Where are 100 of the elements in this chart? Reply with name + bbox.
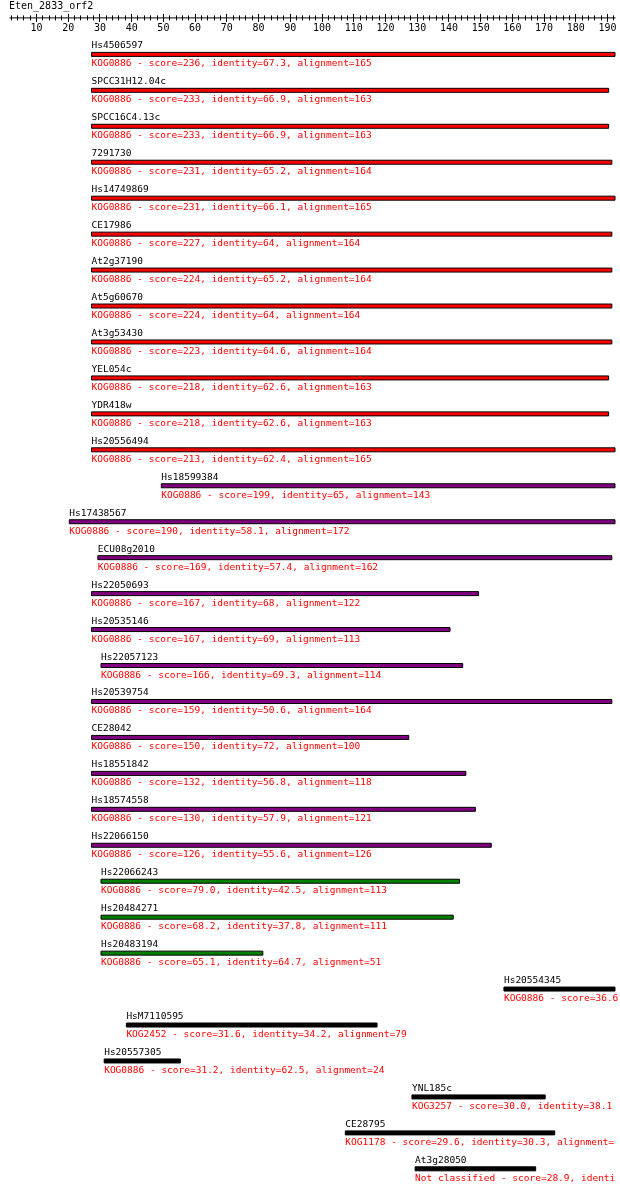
x-tick-label: 90 (284, 22, 297, 34)
annotation: KOG0886 - score=233, identity=66.9, alignment=163 (91, 93, 372, 105)
bar (90, 51, 616, 57)
y-tick-label: Hs20556494 (91, 434, 149, 446)
y-tick-label: HsM7110595 (126, 1010, 184, 1022)
bar (125, 1022, 378, 1028)
bar (100, 663, 464, 669)
y-tick-label: Hs22050693 (91, 578, 149, 590)
y-tick-label: Hs20554345 (503, 974, 562, 986)
y-tick-label: CE28795 (345, 1117, 386, 1129)
bar (100, 950, 264, 956)
x-tick-label: 30 (93, 22, 106, 34)
bar (344, 1130, 556, 1136)
y-tick-label: YDR418w (91, 398, 132, 410)
x-tick-label: 80 (252, 22, 265, 34)
annotation: KOG0886 - score=190, identity=58.1, alignment=172 (69, 524, 350, 536)
bar (90, 159, 613, 165)
bar (90, 770, 467, 776)
annotation: KOG0886 - score=233, identity=66.9, alignment=163 (91, 129, 372, 141)
bar (90, 123, 610, 129)
bar (90, 806, 476, 812)
x-tick-label: 100 (312, 22, 332, 34)
annotation: KOG0886 - score=236, identity=67.3, alignment=165 (91, 57, 372, 69)
y-tick-label: Hs20539754 (91, 686, 149, 698)
bar (68, 519, 616, 525)
y-tick-label: Hs17438567 (69, 506, 127, 518)
x-tick-label: 130 (408, 22, 427, 34)
bar (414, 1166, 537, 1172)
bar (90, 411, 610, 417)
bar (160, 483, 616, 489)
x-tick-label: 50 (157, 22, 170, 34)
annotation: KOG0886 - score=169, identity=57.4, alignment=162 (97, 560, 379, 572)
annotation: KOG0886 - score=231, identity=65.2, alignment=164 (91, 165, 373, 177)
y-tick-label: Hs22066150 (91, 830, 149, 842)
bar (90, 591, 480, 597)
annotation: KOG0886 - score=167, identity=69, alignment=113 (91, 632, 361, 644)
annotation: KOG1178 - score=29.6, identity=30.3, alignment= (345, 1135, 615, 1147)
y-tick-label: Hs18574558 (91, 794, 149, 806)
annotation: KOG0886 - score=159, identity=50.6, alignment=164 (91, 704, 373, 716)
x-tick-label: 40 (125, 22, 138, 34)
y-tick-label: At5g60670 (91, 291, 144, 303)
bar (100, 878, 461, 884)
y-tick-label: Hs22057123 (101, 650, 159, 662)
x-tick-label: 160 (503, 22, 522, 34)
bar (90, 339, 613, 345)
bar (411, 1094, 546, 1100)
y-tick-label: SPCC16C4.13c (91, 111, 161, 123)
annotation: KOG0886 - score=36.6 (503, 992, 619, 1004)
y-tick-label: At3g28050 (415, 1153, 467, 1165)
bar (90, 87, 610, 93)
x-tick-label: 10 (30, 22, 43, 34)
annotation: KOG0886 - score=65.1, identity=64.7, alignment=51 (101, 956, 382, 968)
bar (90, 195, 616, 201)
y-tick-label: Hs20484271 (101, 902, 159, 914)
bar (103, 1058, 181, 1064)
bar (100, 914, 454, 920)
x-tick-label: 180 (566, 22, 585, 34)
x-tick-label: 120 (376, 22, 395, 34)
annotation: KOG2452 - score=31.6, identity=34.2, alignment=79 (126, 1028, 407, 1040)
y-tick-label: At3g53430 (91, 326, 144, 338)
annotation: KOG0886 - score=79.0, identity=42.5, alignment=113 (101, 884, 387, 896)
bar (90, 447, 616, 453)
bar (90, 303, 613, 309)
annotation: KOG0886 - score=218, identity=62.6, alignment=163 (91, 416, 372, 428)
annotation: KOG0886 - score=231, identity=66.1, alignment=165 (91, 201, 372, 213)
bar (97, 555, 613, 561)
y-tick-label: Hs22066243 (101, 866, 159, 878)
annotation: KOG0886 - score=213, identity=62.4, alignment=165 (91, 452, 372, 464)
bar (90, 698, 613, 704)
annotation: KOG0886 - score=132, identity=56.8, alignment=118 (91, 776, 373, 788)
y-tick-label: 7291730 (91, 147, 132, 159)
x-tick-label: 150 (471, 22, 490, 34)
annotation: KOG0886 - score=199, identity=65, alignment=143 (161, 488, 431, 500)
y-tick-label: At2g37190 (91, 255, 144, 267)
x-tick-label: 70 (220, 22, 233, 34)
y-tick-label: Hs20535146 (91, 614, 149, 626)
annotation: KOG0886 - score=223, identity=64.6, alignment=164 (91, 344, 373, 356)
annotation: KOG3257 - score=30.0, identity=38.1 (411, 1099, 613, 1111)
annotation: KOG0886 - score=224, identity=64, alignment=164 (91, 309, 361, 321)
x-tick-label: 190 (598, 22, 617, 34)
bar (90, 842, 492, 848)
y-tick-label: Hs20557305 (104, 1045, 162, 1057)
y-tick-label: Hs20483194 (101, 938, 159, 950)
bar (90, 627, 451, 633)
x-tick-label: 20 (62, 22, 75, 34)
annotation: KOG0886 - score=167, identity=68, alignment=122 (91, 596, 361, 608)
annotation: KOG0886 - score=150, identity=72, alignment=100 (91, 740, 361, 752)
annotation: KOG0886 - score=31.2, identity=62.5, alignment=24 (104, 1063, 385, 1075)
annotation: KOG0886 - score=130, identity=57.9, alignment=121 (91, 812, 373, 824)
annotation: KOG0886 - score=68.2, identity=37.8, alignment=111 (101, 920, 388, 932)
y-tick-label: CE28042 (91, 722, 132, 734)
annotation: KOG0886 - score=224, identity=65.2, alignment=164 (91, 273, 373, 285)
bar (90, 267, 613, 273)
annotation: KOG0886 - score=126, identity=55.6, alignment=126 (91, 848, 373, 860)
bar (90, 734, 410, 740)
bar (90, 375, 610, 381)
y-tick-label: YNL185c (411, 1081, 452, 1093)
y-tick-label: Hs18599384 (161, 470, 219, 482)
x-tick-label: 60 (189, 22, 202, 34)
y-tick-label: ECU08g2010 (97, 542, 156, 554)
